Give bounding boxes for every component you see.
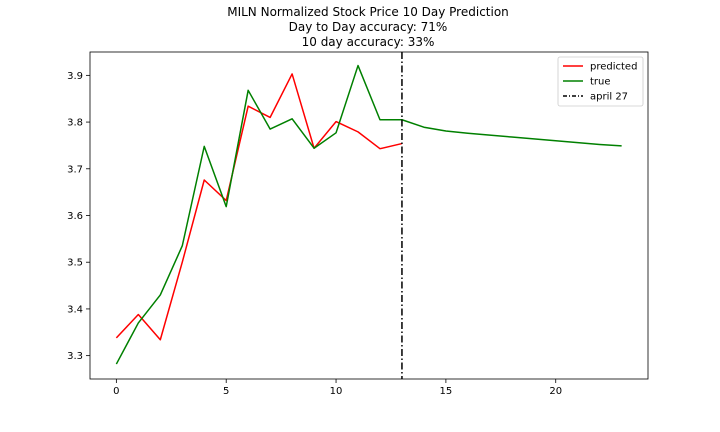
y-tick-label: 3.6 — [67, 211, 83, 222]
y-tick-label: 3.5 — [67, 258, 83, 269]
x-tick-label: 5 — [223, 386, 229, 397]
title-line-3: 10 day accuracy: 33% — [302, 35, 435, 49]
y-tick-label: 3.7 — [67, 164, 83, 175]
title-line-1: MILN Normalized Stock Price 10 Day Predi… — [227, 5, 509, 19]
y-tick-label: 3.3 — [67, 351, 83, 362]
legend-label: predicted — [590, 62, 637, 73]
legend-label: april 27 — [590, 92, 628, 103]
legend-box — [557, 56, 644, 107]
plot-area: 0 5 10 15 20 3.3 3.4 3.5 3.6 3.7 3.8 3.9 — [67, 51, 649, 397]
legend-label: true — [590, 77, 611, 88]
legend: predicted true april 27 — [557, 56, 644, 107]
chart-title: MILN Normalized Stock Price 10 Day Predi… — [227, 5, 509, 49]
x-tick-label: 15 — [440, 386, 453, 397]
series-line-predicted — [115, 73, 403, 341]
x-tick-label: 0 — [113, 386, 119, 397]
y-tick-label: 3.4 — [67, 304, 83, 315]
y-tick-label: 3.9 — [67, 71, 83, 82]
y-tick-label: 3.8 — [67, 118, 83, 129]
x-tick-label: 10 — [330, 386, 343, 397]
x-tick-label: 20 — [549, 386, 562, 397]
series-line-true — [115, 64, 622, 365]
title-line-2: Day to Day accuracy: 71% — [289, 20, 448, 34]
